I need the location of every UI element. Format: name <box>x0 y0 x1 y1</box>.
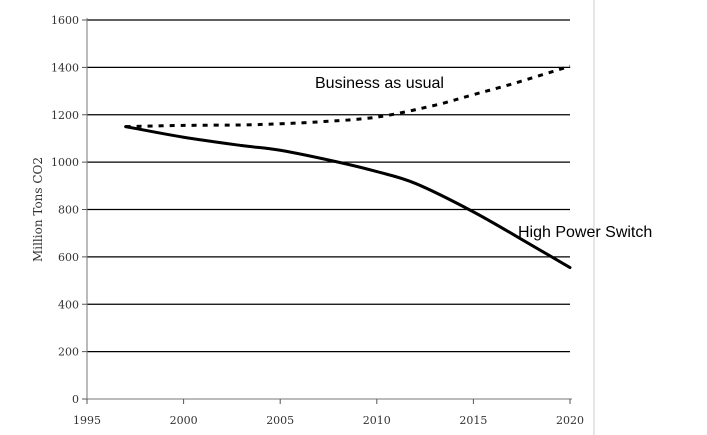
y-tick-label-1000: 1000 <box>51 156 79 169</box>
y-tick-label-800: 800 <box>58 204 79 217</box>
series-annotations: Business as usual High Power Switch <box>315 75 652 241</box>
annotation-business-as-usual: Business as usual <box>315 75 444 92</box>
y-tick-label-200: 200 <box>58 346 79 359</box>
tick-labels: 0 200 400 600 800 1000 1200 1400 1600 1995 2000 200… <box>51 14 584 427</box>
y-tick-label-600: 600 <box>58 251 79 264</box>
x-tick-label-2000: 2000 <box>170 414 198 427</box>
series-line-high-power-switch <box>124 125 572 270</box>
axes <box>82 0 595 435</box>
x-tick-label-1995: 1995 <box>73 414 101 427</box>
y-tick-label-1600: 1600 <box>51 14 79 27</box>
x-tick-label-2015: 2015 <box>459 414 487 427</box>
gridlines <box>87 19 570 353</box>
x-tick-label-2010: 2010 <box>363 414 391 427</box>
series-lines <box>124 64 572 270</box>
x-tick-label-2020: 2020 <box>556 414 584 427</box>
y-tick-label-1400: 1400 <box>51 61 79 74</box>
annotation-high-power-switch: High Power Switch <box>518 224 652 241</box>
y-tick-label-1200: 1200 <box>51 109 79 122</box>
y-tick-label-0: 0 <box>72 393 79 406</box>
series-line-business-as-usual <box>125 64 571 129</box>
y-axis-title: Million Tons CO2 <box>31 157 45 262</box>
x-tick-label-2005: 2005 <box>266 414 294 427</box>
y-tick-label-400: 400 <box>58 298 79 311</box>
